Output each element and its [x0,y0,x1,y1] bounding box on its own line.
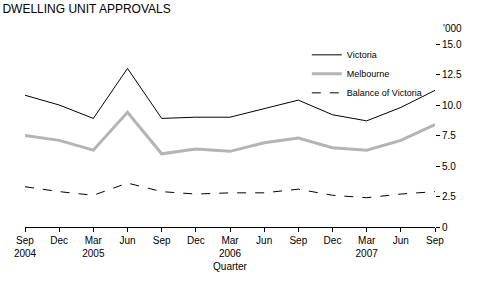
svg-text:7.5: 7.5 [442,130,456,141]
svg-text:Dec: Dec [187,235,205,246]
svg-text:Dec: Dec [50,235,68,246]
svg-text:Sep: Sep [153,235,171,246]
svg-text:Melbourne: Melbourne [347,69,390,79]
svg-text:15.0: 15.0 [442,39,462,50]
svg-text:Jun: Jun [119,235,135,246]
svg-text:10.0: 10.0 [442,100,462,111]
svg-text:Mar2005: Mar2005 [82,235,105,259]
svg-text:Victoria: Victoria [347,50,377,60]
svg-text:Jun: Jun [256,235,272,246]
svg-text:Mar2006: Mar2006 [219,235,242,259]
svg-text:Jun: Jun [393,235,409,246]
svg-text:Sep2004: Sep2004 [14,235,37,259]
svg-text:Sep: Sep [289,235,307,246]
svg-text:Mar2007: Mar2007 [356,235,379,259]
svg-text:12.5: 12.5 [442,69,462,80]
svg-text:5.0: 5.0 [442,161,456,172]
svg-text:Quarter: Quarter [213,261,248,272]
svg-text:Balance of Victoria: Balance of Victoria [347,88,422,98]
svg-text:Dec: Dec [324,235,342,246]
svg-text:0: 0 [442,222,448,233]
svg-text:DWELLING UNIT APPROVALS: DWELLING UNIT APPROVALS [2,2,170,16]
svg-text:2.5: 2.5 [442,191,456,202]
svg-text:'000: '000 [443,23,462,34]
svg-text:Sep: Sep [426,235,444,246]
